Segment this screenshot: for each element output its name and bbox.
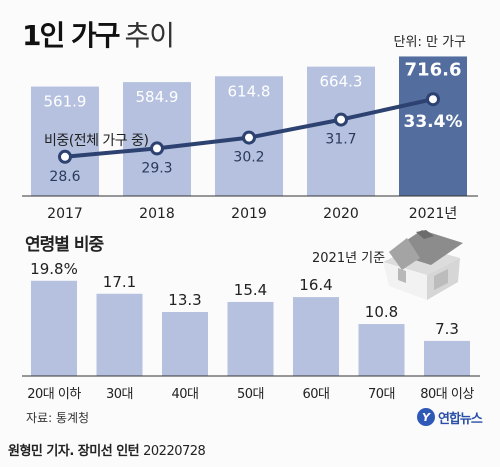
bar-value-label: 614.8 bbox=[228, 82, 271, 100]
share-value-label: 29.3 bbox=[141, 160, 172, 176]
share-value-label: 28.6 bbox=[49, 169, 80, 185]
bar-value-label: 561.9 bbox=[44, 93, 87, 111]
logo-text: 연합뉴스 bbox=[438, 411, 483, 427]
yearly-bar-chart: 561.9 2017 584.9 2018 614.8 2019 664.3 2020 716.… bbox=[22, 56, 478, 222]
bar-value-label: 13.3 bbox=[168, 291, 201, 309]
title-sub: 추이 bbox=[124, 19, 176, 52]
share-point bbox=[334, 112, 348, 127]
bar-value-label: 584.9 bbox=[136, 88, 179, 106]
x-tick-label: 50대 bbox=[237, 387, 264, 402]
share-value-label: 33.4% bbox=[404, 112, 463, 132]
x-tick-label: 2021년 bbox=[409, 206, 458, 222]
credit-text: 원형민 기자. 장미선 인턴 bbox=[8, 444, 140, 459]
x-tick-label: 30대 bbox=[106, 387, 133, 402]
chart-title: 1인 가구 추이 bbox=[22, 14, 176, 54]
bar-70대 bbox=[358, 324, 405, 376]
bar-20대 이하 bbox=[31, 280, 77, 376]
share-point bbox=[242, 130, 256, 145]
bar-50대 bbox=[227, 301, 274, 376]
bar-2020 bbox=[307, 66, 375, 196]
bar-value-label: 716.6 bbox=[405, 59, 462, 80]
bar-value-label: 664.3 bbox=[320, 73, 363, 91]
credit-date: 20220728 bbox=[143, 444, 206, 459]
bar-value-label: 7.3 bbox=[435, 320, 459, 338]
x-tick-label: 2017 bbox=[47, 206, 83, 222]
x-tick-label: 70대 bbox=[368, 387, 395, 402]
credit-line: 원형민 기자. 장미선 인턴 20220728 bbox=[8, 440, 206, 459]
bar-40대 bbox=[162, 312, 208, 376]
logo-mark: Y bbox=[417, 408, 435, 426]
x-tick-label: 2019 bbox=[231, 206, 267, 222]
share-point bbox=[426, 92, 440, 107]
source-label: 자료: 통계청 bbox=[26, 411, 90, 425]
x-tick-label: 40대 bbox=[171, 387, 198, 402]
share-point bbox=[58, 149, 72, 164]
share-value-label: 30.2 bbox=[233, 150, 264, 166]
bar-2017 bbox=[31, 86, 99, 196]
bar-60대 bbox=[293, 297, 339, 376]
reference-label: 2021년 기준 bbox=[312, 251, 386, 266]
x-tick-label: 2020 bbox=[323, 206, 359, 222]
x-tick-label: 20대 이하 bbox=[27, 387, 81, 402]
x-tick-label: 60대 bbox=[302, 387, 329, 402]
publisher-logo: Y 연합뉴스 bbox=[417, 406, 483, 428]
bar-value-label: 10.8 bbox=[365, 303, 398, 321]
share-value-label: 31.7 bbox=[325, 132, 356, 148]
x-tick-label: 80대 이상 bbox=[420, 387, 474, 402]
bar-80대 이상 bbox=[424, 340, 470, 376]
unit-label: 단위: 만 가구 bbox=[393, 35, 466, 50]
title-main: 1인 가구 bbox=[22, 19, 121, 52]
age-chart-title: 연령별 비중 bbox=[25, 235, 104, 255]
bar-2018 bbox=[123, 82, 191, 196]
bar-30대 bbox=[96, 293, 143, 376]
bar-2021년 bbox=[399, 56, 467, 196]
share-point bbox=[150, 141, 164, 156]
share-line-label: 비중(전체 가구 중) bbox=[44, 133, 149, 149]
bar-value-label: 17.1 bbox=[103, 273, 136, 291]
x-tick-label: 2018 bbox=[139, 206, 175, 222]
bar-value-label: 16.4 bbox=[299, 276, 332, 294]
bar-value-label: 19.8% bbox=[30, 260, 78, 278]
bar-value-label: 15.4 bbox=[234, 281, 267, 299]
